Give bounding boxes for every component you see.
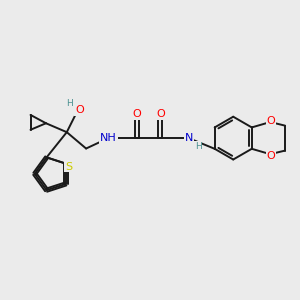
Text: O: O [266,151,275,160]
Text: O: O [132,109,141,119]
Text: NH: NH [100,133,117,143]
Text: S: S [65,162,72,172]
Text: O: O [75,106,84,116]
Text: O: O [266,116,275,126]
Text: O: O [156,109,165,119]
Text: H: H [195,142,202,151]
Text: N: N [184,133,193,143]
Text: H: H [66,99,73,108]
